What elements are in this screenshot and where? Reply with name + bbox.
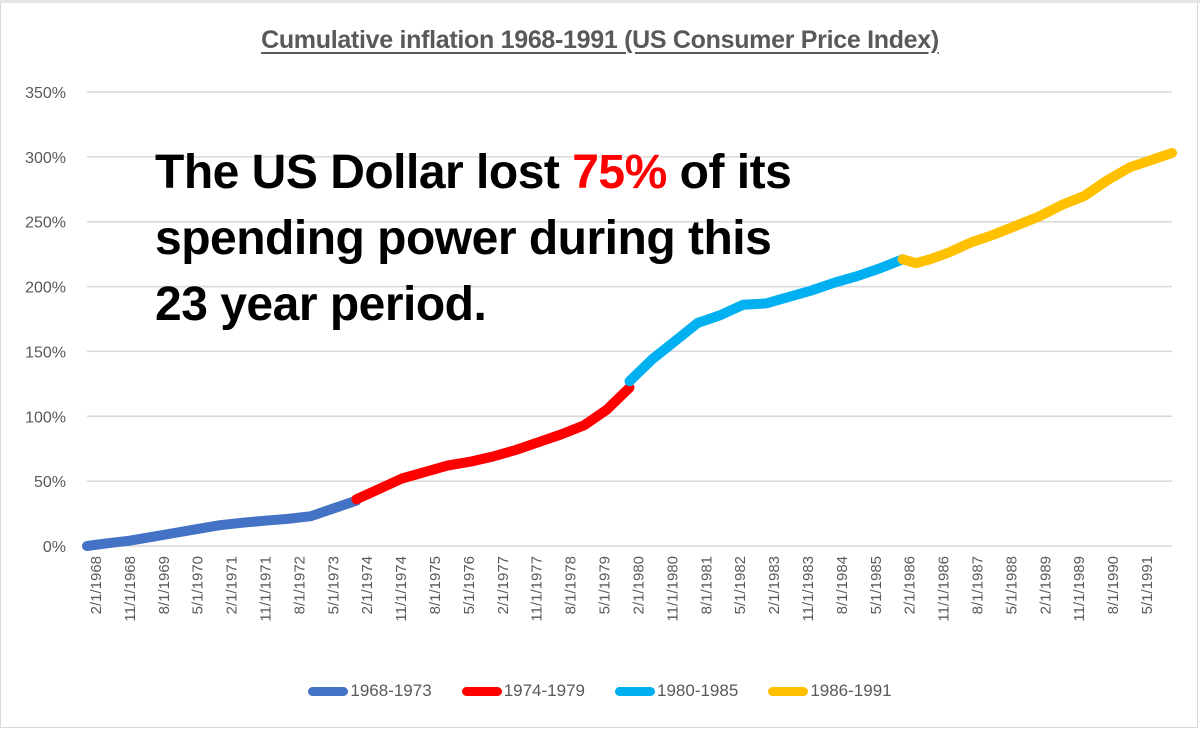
x-tick-label: 11/1/1968 — [122, 556, 139, 622]
x-tick-label: 5/1/1991 — [1139, 556, 1156, 614]
legend-label: 1968-1973 — [350, 681, 432, 700]
x-tick-label: 11/1/1974 — [393, 556, 410, 622]
x-tick-label: 11/1/1989 — [1071, 556, 1088, 622]
x-tick-label: 8/1/1972 — [291, 556, 308, 614]
y-tick-label: 100% — [25, 409, 66, 426]
x-tick-label: 11/1/1980 — [664, 556, 681, 622]
series-lines — [82, 148, 1177, 551]
annotation-line-1-post: of its — [666, 146, 792, 199]
legend-swatch — [768, 686, 809, 696]
legend-item: 1974-1979 — [461, 681, 585, 701]
x-tick-label: 5/1/1973 — [325, 556, 342, 614]
legend-item: 1968-1973 — [308, 681, 432, 701]
x-tick-label: 5/1/1988 — [1003, 556, 1020, 614]
x-tick-label: 2/1/1971 — [224, 556, 241, 614]
y-tick-label: 200% — [25, 280, 66, 297]
x-tick-label: 8/1/1987 — [970, 556, 987, 614]
x-tick-label: 2/1/1977 — [495, 556, 512, 614]
gridlines — [87, 91, 1172, 547]
x-tick-label: 5/1/1982 — [732, 556, 749, 614]
x-tick-label: 11/1/1983 — [800, 556, 817, 622]
y-tick-label: 0% — [43, 539, 66, 556]
y-axis-ticks: 0% 50% 100% 150% 200% 250% 300% 350% — [25, 85, 66, 556]
y-tick-label: 250% — [25, 215, 66, 232]
y-tick-label: 50% — [34, 474, 66, 491]
x-tick-label: 8/1/1969 — [156, 556, 173, 614]
x-tick-label: 2/1/1980 — [630, 556, 647, 614]
x-tick-label: 11/1/1971 — [257, 556, 274, 622]
legend-item: 1980-1985 — [615, 681, 738, 701]
x-tick-label: 8/1/1990 — [1105, 556, 1122, 614]
series-line-1974-1979 — [351, 382, 635, 505]
annotation-line-2: spending power during this — [155, 212, 772, 265]
frame-top-border — [0, 0, 1200, 3]
x-axis-ticks: 2/1/1968 11/1/1968 8/1/1969 5/1/1970 2/1/197… — [88, 556, 1156, 622]
x-tick-label: 2/1/1989 — [1037, 556, 1054, 614]
legend-swatch — [461, 686, 502, 696]
annotation-text: The US Dollar lost 75% of its spending p… — [155, 140, 792, 338]
legend-swatch — [308, 686, 349, 696]
x-tick-label: 2/1/1983 — [766, 556, 783, 614]
x-tick-label: 11/1/1977 — [529, 556, 546, 622]
annotation-line-1: The US Dollar lost 75% of its — [155, 140, 792, 206]
annotation-highlight: 75% — [572, 146, 667, 199]
legend-label: 1980-1985 — [657, 681, 739, 700]
x-tick-label: 5/1/1976 — [461, 556, 478, 614]
annotation-line-3: 23 year period. — [155, 278, 487, 331]
x-tick-label: 11/1/1986 — [936, 556, 953, 622]
legend-swatch — [615, 686, 655, 696]
chart-title: Cumulative inflation 1968-1991 (US Consu… — [261, 26, 939, 54]
y-tick-label: 300% — [25, 150, 66, 167]
y-tick-label: 350% — [25, 85, 66, 102]
legend-label: 1986-1991 — [810, 681, 892, 700]
x-tick-label: 2/1/1986 — [902, 556, 919, 614]
x-tick-label: 8/1/1984 — [834, 556, 851, 614]
x-tick-label: 8/1/1981 — [698, 556, 715, 614]
annotation-line-1-pre: The US Dollar lost — [155, 146, 573, 199]
x-tick-label: 8/1/1975 — [427, 556, 444, 614]
chart-legend: 1968-1973 1974-1979 1980-1985 1986-1991 — [0, 681, 1200, 701]
x-tick-label: 2/1/1974 — [359, 556, 376, 614]
x-tick-label: 5/1/1970 — [190, 556, 207, 614]
x-tick-label: 2/1/1968 — [88, 556, 105, 614]
x-tick-label: 5/1/1985 — [868, 556, 885, 614]
series-line-1980-1985 — [624, 254, 908, 387]
series-line-1986-1991 — [897, 148, 1177, 269]
legend-label: 1974-1979 — [503, 681, 585, 700]
series-line-1968-1973 — [82, 495, 362, 551]
legend-item: 1986-1991 — [768, 681, 892, 701]
x-tick-label: 8/1/1978 — [563, 556, 580, 614]
y-tick-label: 150% — [25, 344, 66, 361]
x-tick-label: 5/1/1979 — [597, 556, 614, 614]
